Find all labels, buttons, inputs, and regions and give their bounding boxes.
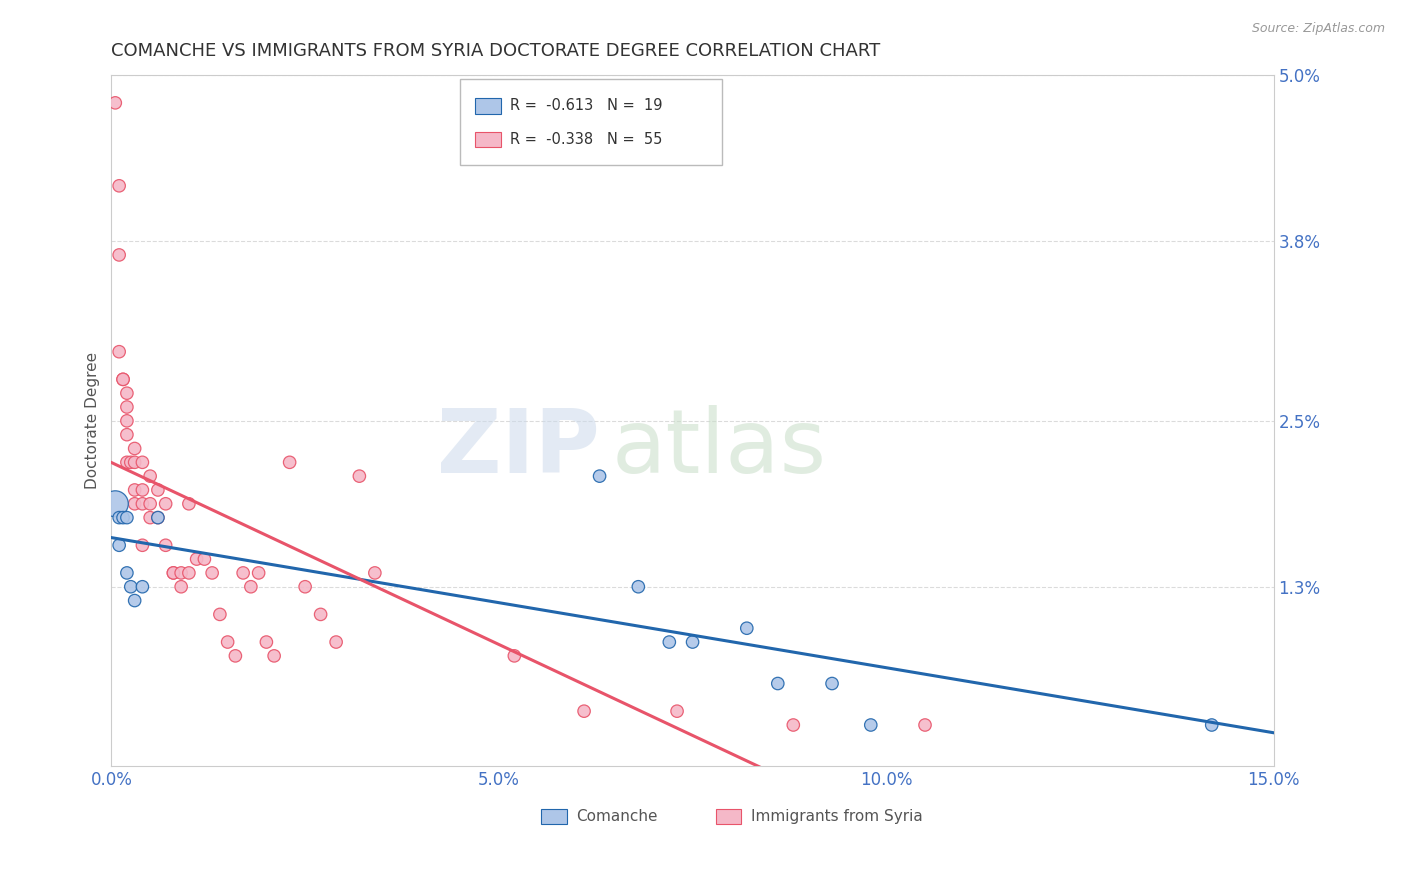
Point (115, 455, 138, 469)
Point (217, 635, 239, 649)
Text: Comanche: Comanche (576, 809, 658, 823)
Point (162, 566, 184, 580)
Point (115, 510, 138, 524)
Point (115, 400, 138, 414)
Point (821, 676, 844, 690)
Point (131, 483, 153, 497)
Point (278, 455, 301, 469)
Text: R =  -0.338   N =  55: R = -0.338 N = 55 (510, 132, 662, 147)
Point (146, 510, 169, 524)
Point (201, 566, 224, 580)
Point (666, 704, 689, 718)
Text: R =  -0.613   N =  19: R = -0.613 N = 19 (510, 98, 662, 113)
Point (162, 566, 184, 580)
Point (735, 621, 758, 635)
Point (124, 483, 146, 497)
FancyBboxPatch shape (475, 98, 501, 113)
Point (108, 538, 131, 552)
Point (325, 635, 347, 649)
Point (170, 580, 193, 594)
Point (108, 248, 131, 262)
Point (588, 469, 610, 483)
Point (146, 510, 169, 524)
Point (124, 497, 146, 511)
Point (124, 442, 146, 456)
Point (503, 648, 526, 663)
Point (155, 497, 177, 511)
Text: atlas: atlas (612, 405, 827, 492)
Point (108, 344, 131, 359)
Point (112, 372, 135, 386)
Point (572, 704, 595, 718)
Text: Source: ZipAtlas.com: Source: ZipAtlas.com (1251, 22, 1385, 36)
FancyBboxPatch shape (475, 132, 501, 147)
Point (115, 566, 138, 580)
Point (139, 510, 162, 524)
Point (115, 386, 138, 401)
Point (120, 580, 142, 594)
Point (112, 372, 135, 386)
Point (120, 455, 142, 469)
Point (208, 607, 231, 622)
Point (139, 497, 162, 511)
Point (108, 178, 131, 193)
Point (112, 510, 135, 524)
Point (186, 552, 208, 566)
Point (177, 497, 200, 511)
Point (658, 635, 681, 649)
Point (177, 566, 200, 580)
Point (131, 538, 153, 552)
Point (131, 580, 153, 594)
Point (139, 469, 162, 483)
Point (224, 648, 246, 663)
Point (782, 718, 804, 732)
Text: COMANCHE VS IMMIGRANTS FROM SYRIA DOCTORATE DEGREE CORRELATION CHART: COMANCHE VS IMMIGRANTS FROM SYRIA DOCTOR… (111, 42, 880, 60)
Point (766, 676, 789, 690)
Point (1201, 718, 1223, 732)
Point (104, 497, 127, 511)
Point (155, 538, 177, 552)
Point (131, 455, 153, 469)
FancyBboxPatch shape (460, 78, 721, 165)
FancyBboxPatch shape (541, 809, 567, 824)
Point (193, 552, 215, 566)
FancyBboxPatch shape (716, 809, 741, 824)
Point (124, 593, 146, 607)
Point (239, 580, 262, 594)
Point (364, 566, 387, 580)
Point (124, 455, 146, 469)
Point (254, 635, 277, 649)
Text: ZIP: ZIP (437, 405, 599, 492)
Point (247, 566, 270, 580)
Point (682, 635, 704, 649)
Point (232, 566, 254, 580)
Point (146, 483, 169, 497)
Y-axis label: Doctorate Degree: Doctorate Degree (86, 352, 100, 490)
Text: Immigrants from Syria: Immigrants from Syria (751, 809, 922, 823)
Point (115, 427, 138, 442)
Point (263, 648, 285, 663)
Point (170, 566, 193, 580)
Point (294, 580, 316, 594)
Point (131, 497, 153, 511)
Point (349, 469, 371, 483)
Point (859, 718, 882, 732)
Point (627, 580, 650, 594)
Point (115, 414, 138, 428)
Point (104, 95, 127, 110)
Point (309, 607, 332, 622)
Point (914, 718, 936, 732)
Point (108, 510, 131, 524)
